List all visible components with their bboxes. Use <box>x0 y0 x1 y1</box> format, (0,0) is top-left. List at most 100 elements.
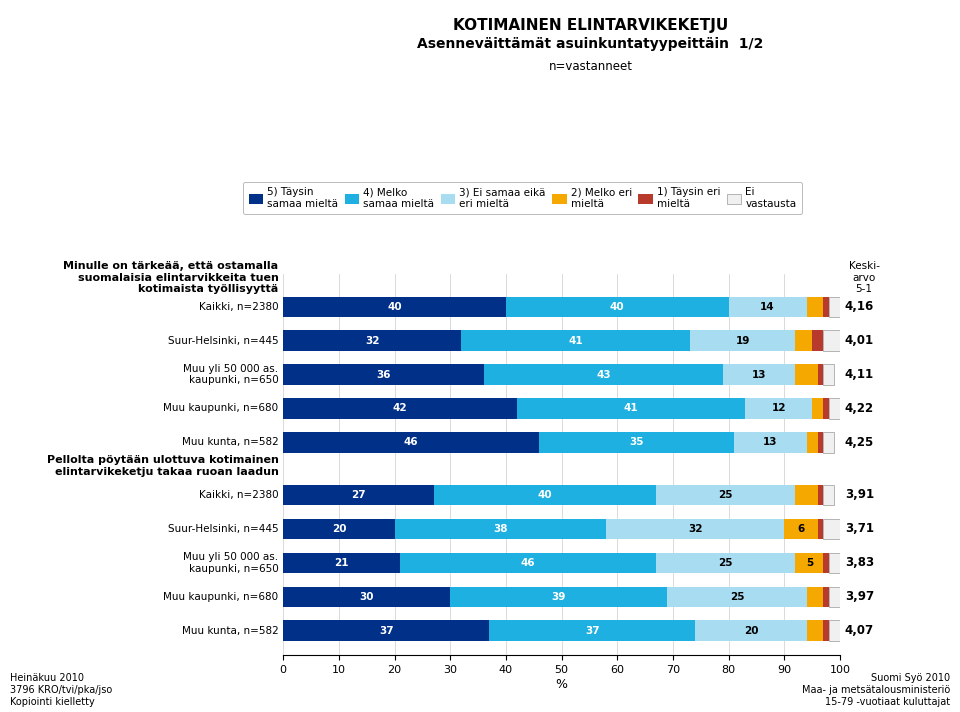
Bar <box>812 330 824 351</box>
Text: 6: 6 <box>798 524 804 534</box>
Text: Muu kunta, n=582: Muu kunta, n=582 <box>181 437 278 447</box>
Text: 37: 37 <box>585 626 600 636</box>
Bar <box>796 330 812 351</box>
Bar <box>283 485 434 505</box>
Text: 38: 38 <box>493 524 508 534</box>
Text: 4,22: 4,22 <box>845 402 874 415</box>
X-axis label: %: % <box>556 678 567 691</box>
Text: 19: 19 <box>735 335 750 345</box>
Text: 35: 35 <box>630 437 644 447</box>
Text: KOTIMAINEN ELINTARVIKEKETJU: KOTIMAINEN ELINTARVIKEKETJU <box>453 18 728 33</box>
Text: Kaikki, n=2380: Kaikki, n=2380 <box>199 490 278 500</box>
Text: 46: 46 <box>404 437 419 447</box>
Bar <box>723 365 796 384</box>
Bar <box>490 620 695 641</box>
Bar <box>484 365 723 384</box>
Bar <box>824 553 828 573</box>
Text: 40: 40 <box>538 490 552 500</box>
Bar <box>824 432 834 453</box>
Bar <box>806 296 824 317</box>
Text: n=vastanneet: n=vastanneet <box>548 60 633 73</box>
Text: Keski-
arvo
5-1: Keski- arvo 5-1 <box>849 261 879 295</box>
Bar <box>745 398 812 419</box>
Bar <box>812 398 824 419</box>
Text: 4,11: 4,11 <box>845 368 874 381</box>
Bar <box>450 587 667 607</box>
Bar <box>784 518 818 539</box>
Bar <box>283 620 490 641</box>
Bar <box>283 330 462 351</box>
Text: Maa- ja metsätalousministeriö: Maa- ja metsätalousministeriö <box>803 685 950 695</box>
Bar <box>657 553 796 573</box>
Bar <box>818 432 824 453</box>
Text: Muu yli 50 000 as.
kaupunki, n=650: Muu yli 50 000 as. kaupunki, n=650 <box>183 364 278 385</box>
Bar <box>828 587 840 607</box>
Bar <box>667 587 806 607</box>
Text: Asenneväittämät asuinkuntatyypeittäin  1/2: Asenneväittämät asuinkuntatyypeittäin 1/… <box>418 37 763 51</box>
Text: 32: 32 <box>688 524 703 534</box>
Bar <box>283 518 395 539</box>
Legend: 5) Täysin
samaa mieltä, 4) Melko
samaa mieltä, 3) Ei samaa eikä
eri mieltä, 2) M: 5) Täysin samaa mieltä, 4) Melko samaa m… <box>244 182 802 214</box>
Bar <box>657 485 796 505</box>
Text: 4,01: 4,01 <box>845 334 874 347</box>
Text: 5: 5 <box>805 557 813 567</box>
Bar <box>824 330 840 351</box>
Text: 3,91: 3,91 <box>845 488 874 501</box>
Text: 41: 41 <box>568 335 583 345</box>
Text: taloustutkimus oy: taloustutkimus oy <box>24 27 187 43</box>
Bar <box>517 398 745 419</box>
Bar <box>828 620 840 641</box>
Text: 4,07: 4,07 <box>845 624 874 637</box>
Bar <box>283 432 540 453</box>
Bar <box>434 485 657 505</box>
Text: 4,25: 4,25 <box>845 436 874 449</box>
Bar <box>828 553 840 573</box>
Bar <box>395 518 606 539</box>
Bar <box>818 365 824 384</box>
Bar <box>283 398 517 419</box>
Bar <box>824 620 828 641</box>
Text: 3,97: 3,97 <box>845 590 874 603</box>
Bar <box>828 296 840 317</box>
Bar <box>824 485 834 505</box>
Text: Suur-Helsinki, n=445: Suur-Helsinki, n=445 <box>168 524 278 534</box>
Text: 32: 32 <box>365 335 379 345</box>
Text: Muu kaupunki, n=680: Muu kaupunki, n=680 <box>163 404 278 414</box>
Text: 42: 42 <box>393 404 407 414</box>
Text: 40: 40 <box>387 302 402 312</box>
Text: Kaikki, n=2380: Kaikki, n=2380 <box>199 302 278 312</box>
Bar <box>283 587 450 607</box>
Bar <box>824 398 828 419</box>
Text: Muu yli 50 000 as.
kaupunki, n=650: Muu yli 50 000 as. kaupunki, n=650 <box>183 552 278 574</box>
Text: Pellolta pöytään ulottuva kotimainen
elintarvikeketju takaa ruoan laadun: Pellolta pöytään ulottuva kotimainen eli… <box>46 455 278 477</box>
Text: 4,16: 4,16 <box>845 300 874 313</box>
Bar <box>806 432 818 453</box>
Bar <box>796 485 818 505</box>
Text: 21: 21 <box>334 557 348 567</box>
Text: Muu kunta, n=582: Muu kunta, n=582 <box>181 626 278 636</box>
Text: 20: 20 <box>744 626 758 636</box>
Text: Suomi Syö 2010: Suomi Syö 2010 <box>872 673 950 683</box>
Text: Minulle on tärkeää, että ostamalla
suomalaisia elintarvikkeita tuen
kotimaista t: Minulle on tärkeää, että ostamalla suoma… <box>63 261 278 295</box>
Bar <box>695 620 806 641</box>
Bar <box>506 296 729 317</box>
Text: 30: 30 <box>359 592 374 602</box>
Text: Suur-Helsinki, n=445: Suur-Helsinki, n=445 <box>168 335 278 345</box>
Text: 13: 13 <box>752 370 766 379</box>
Bar <box>806 620 824 641</box>
Text: 25: 25 <box>730 592 744 602</box>
Text: 46: 46 <box>521 557 536 567</box>
Bar <box>540 432 734 453</box>
Text: 20: 20 <box>331 524 347 534</box>
Bar <box>283 296 506 317</box>
Text: 13: 13 <box>763 437 778 447</box>
Bar <box>796 553 824 573</box>
Text: 40: 40 <box>610 302 625 312</box>
Bar <box>689 330 796 351</box>
Bar <box>400 553 657 573</box>
Bar <box>818 485 824 505</box>
Bar <box>824 296 828 317</box>
Text: 37: 37 <box>379 626 394 636</box>
Bar <box>462 330 689 351</box>
Bar <box>824 587 828 607</box>
